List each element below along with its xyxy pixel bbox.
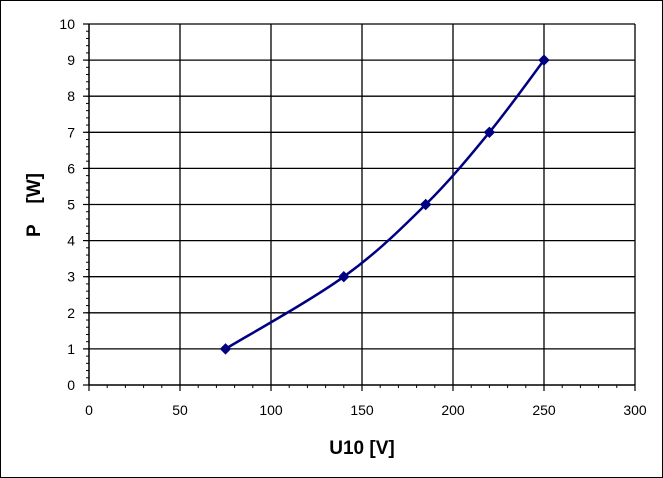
data-point-marker: [483, 126, 496, 139]
data-point-marker: [338, 270, 350, 283]
x-axis-title: U10 [V]: [329, 438, 394, 459]
x-tick-label: 200: [441, 402, 465, 418]
x-tick-label: 150: [350, 402, 374, 418]
y-tick-label: 6: [67, 160, 75, 176]
x-tick-labels: 0 50 100 150 200 250 300: [85, 402, 647, 418]
data-point-marker: [219, 343, 232, 355]
y-tick-label: 4: [67, 233, 75, 249]
x-tick-label: 300: [623, 402, 647, 418]
data-point-marker: [538, 54, 550, 66]
y-tick-label: 10: [59, 16, 75, 32]
data-point-marker: [419, 198, 432, 211]
x-tick-label: 50: [172, 402, 188, 418]
y-axis-title: P [W]: [24, 173, 45, 237]
y-tick-labels: 0 1 2 3 4 5 6 7 8 9 10: [59, 16, 75, 393]
x-tick-label: 250: [532, 402, 556, 418]
axes: [83, 23, 636, 391]
series-line: [224, 59, 545, 350]
y-tick-label: 5: [67, 197, 75, 213]
series-group: [219, 54, 550, 355]
y-tick-label: 0: [67, 377, 75, 393]
y-tick-label: 2: [67, 305, 75, 321]
x-tick-label: 100: [259, 402, 283, 418]
y-tick-label: 8: [67, 88, 75, 104]
y-tick-label: 3: [67, 269, 75, 285]
y-tick-label: 7: [67, 124, 75, 140]
y-tick-label: 1: [67, 341, 75, 357]
y-tick-label: 9: [67, 52, 75, 68]
grid-lines: [89, 23, 636, 385]
x-tick-label: 0: [85, 402, 93, 418]
